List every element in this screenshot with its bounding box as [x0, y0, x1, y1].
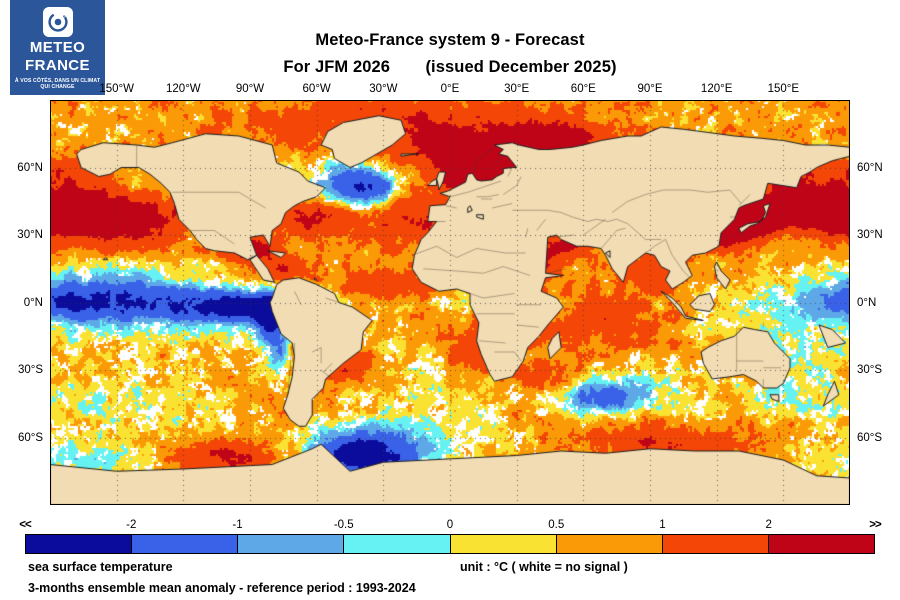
colorbar-tick-label: 0.5 [548, 519, 565, 531]
meteo-france-logo: METEO FRANCE À VOS CÔTÉS, DANS UN CLIMAT… [10, 0, 105, 95]
colorbar-band [343, 535, 450, 553]
lon-tick-label: 90°W [235, 83, 265, 95]
lat-tick-label-left: 30°N [17, 229, 43, 241]
issue-date: (issued December 2025) [425, 58, 617, 76]
colorbar-bands [25, 534, 875, 554]
page-subtitle: For JFM 2026 (issued December 2025) [0, 58, 900, 77]
colorbar-tick-label: 1 [659, 519, 666, 531]
colorbar-tick-label: 0 [446, 519, 454, 531]
lon-tick-label: 30°W [369, 83, 398, 95]
lat-tick-label-right: 30°N [857, 229, 883, 241]
logo-line-1: METEO [29, 39, 86, 56]
meteo-france-emblem-icon [42, 7, 73, 37]
colorbar-tick-label: << [19, 519, 31, 531]
lon-tick-label: 0°E [440, 83, 460, 95]
caption-description: 3-months ensemble mean anomaly - referen… [28, 581, 416, 595]
sst-anomaly-map [50, 100, 850, 505]
lat-tick-label-right: 0°N [857, 296, 877, 309]
colorbar [25, 534, 875, 554]
logo-tagline: À VOS CÔTÉS, DANS UN CLIMAT QUI CHANGE [14, 78, 101, 91]
colorbar-band [237, 535, 344, 553]
lat-tick-label-left: 60°N [17, 161, 43, 174]
forecast-period: For JFM 2026 [283, 58, 391, 76]
lon-tick-label: 120°W [166, 83, 201, 95]
colorbar-tick-label: -1 [232, 519, 243, 531]
colorbar-band [767, 535, 874, 553]
caption-variable: sea surface temperature [28, 560, 173, 574]
lon-tick-label: 30°E [504, 83, 530, 95]
colorbar-band [449, 535, 556, 553]
lon-tick-label: 60°E [570, 83, 596, 95]
lat-tick-label-right: 30°S [857, 364, 883, 376]
lon-tick-label: 150°W [99, 83, 134, 95]
colorbar-band [26, 535, 132, 553]
sst-anomaly-heatmap-canvas [50, 100, 850, 505]
lon-tick-label: 150°E [767, 83, 800, 95]
lat-tick-label-right: 60°S [857, 431, 883, 444]
lon-tick-label: 60°W [302, 83, 331, 95]
lon-tick-label: 120°E [700, 83, 733, 95]
page-title: Meteo-France system 9 - Forecast [315, 31, 585, 49]
colorbar-tick-label: -0.5 [333, 519, 354, 531]
colorbar-tick-label: 2 [765, 519, 772, 531]
colorbar-band [131, 535, 238, 553]
colorbar-band [661, 535, 768, 553]
lat-tick-label-left: 30°S [17, 364, 43, 376]
caption-unit: unit : °C ( white = no signal ) [460, 560, 628, 574]
colorbar-tick-label: >> [869, 519, 881, 531]
lat-tick-label-right: 60°N [857, 161, 883, 174]
lon-tick-label: 90°E [637, 83, 663, 95]
logo-line-2: FRANCE [25, 57, 90, 74]
lat-tick-label-left: 0°N [23, 296, 43, 309]
colorbar-tick-label: -2 [126, 519, 137, 531]
colorbar-band [555, 535, 662, 553]
lat-tick-label-left: 60°S [17, 431, 43, 444]
